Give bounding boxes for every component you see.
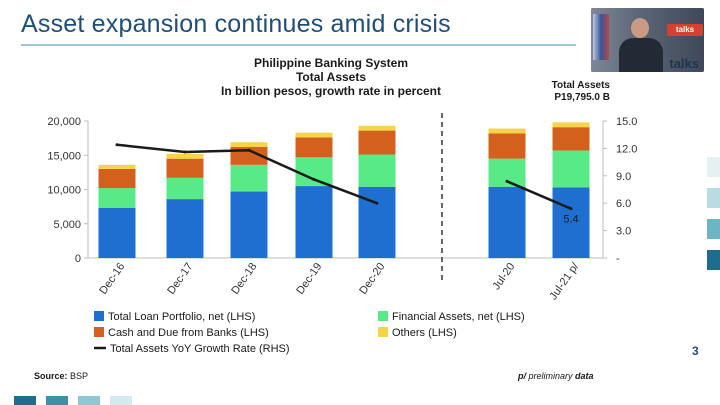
flag-icon xyxy=(593,14,609,60)
chart-title-line-2: Total Assets xyxy=(295,70,367,84)
title-underline xyxy=(21,44,576,46)
prelim-mark: p/ xyxy=(518,371,526,381)
legend-label: Cash and Due from Banks (LHS) xyxy=(108,327,269,339)
y-left-tick-label: 15,000 xyxy=(47,150,81,162)
bar-segment xyxy=(230,164,268,192)
side-accent-3 xyxy=(707,219,720,239)
bar-segment xyxy=(488,128,526,134)
bar-segment xyxy=(488,186,526,258)
growth-point xyxy=(115,143,119,147)
footer-accent-3 xyxy=(78,396,100,405)
growth-point xyxy=(569,207,573,211)
slide-number: 3 xyxy=(692,344,699,358)
x-tick-label: Jul-21 p/ xyxy=(547,260,582,302)
bar-segment xyxy=(552,150,590,188)
x-tick-label: Dec-18 xyxy=(229,261,259,297)
x-tick-label: Dec-17 xyxy=(165,261,195,297)
footer-accent-1 xyxy=(14,396,36,405)
bar-segment xyxy=(230,191,268,258)
y-left-tick-label: 5,000 xyxy=(53,219,81,231)
slide-title: Asset expansion continues amid crisis xyxy=(21,10,451,38)
legend-swatch xyxy=(378,311,388,321)
total-assets-label: Total Assets xyxy=(551,80,610,91)
preliminary-note: p/ preliminary data xyxy=(518,371,594,381)
prelim-text: preliminary xyxy=(528,371,573,381)
talks-watermark: talks xyxy=(669,56,699,71)
bar-segment xyxy=(358,154,396,187)
footer-accent-4 xyxy=(110,396,132,405)
y-right-tick-label: 12.0 xyxy=(616,143,637,155)
bar-segment xyxy=(295,157,333,187)
bar-segment xyxy=(98,207,136,258)
legend-layer: Total Loan Portfolio, net (LHS) Financial… xyxy=(94,311,525,355)
presenter-video: talks talks xyxy=(591,8,704,72)
bar-segment xyxy=(98,168,136,189)
legend-label: Total Loan Portfolio, net (LHS) xyxy=(108,311,255,323)
source-value: BSP xyxy=(70,371,89,381)
growth-data-label: 5.4 xyxy=(563,214,578,226)
chart-title-line-3: In billion pesos, growth rate in percent xyxy=(220,84,442,98)
chart-title-line-1: Philippine Banking System xyxy=(253,56,409,70)
total-assets-callout: Total Assets P19,795.0 B xyxy=(520,80,610,104)
x-tick-label: Dec-19 xyxy=(294,261,324,297)
bar-segment xyxy=(295,137,333,158)
growth-point xyxy=(183,150,187,154)
side-accent-1 xyxy=(707,157,720,177)
bar-segment xyxy=(295,186,333,258)
bar-segment xyxy=(295,132,333,138)
side-accent-2 xyxy=(707,188,720,208)
legend-swatch xyxy=(378,327,388,337)
growth-line xyxy=(506,180,572,210)
footer-accent-2 xyxy=(46,396,68,405)
bar-segment xyxy=(166,177,204,200)
bar-segment xyxy=(488,133,526,159)
bars-layer xyxy=(98,122,590,258)
bar-segment xyxy=(552,122,590,128)
presenter-head xyxy=(631,18,649,38)
bar-segment xyxy=(98,164,136,169)
y-right-tick-label: 3.0 xyxy=(616,226,631,238)
line-layer xyxy=(115,143,573,211)
presenter-body xyxy=(619,38,663,72)
total-assets-value: P19,795.0 B xyxy=(554,92,610,103)
legend-label: Others (LHS) xyxy=(392,327,457,339)
bar-segment xyxy=(358,125,396,131)
bar-segment xyxy=(98,188,136,208)
x-tick-label: Jul-20 xyxy=(490,261,517,292)
y-right-tick-label: 6.0 xyxy=(616,198,631,210)
bar-segment xyxy=(230,142,268,148)
axes-layer: 0 5,000 10,000 15,000 20,000 - 3.0 6.0 9.0 12.0 15… xyxy=(47,113,637,282)
bar-segment xyxy=(552,187,590,258)
growth-point xyxy=(312,177,316,181)
y-left-tick-label: 10,000 xyxy=(47,185,81,197)
source-label: Source: xyxy=(34,371,68,381)
chart-title: Philippine Banking System Total Assets I… xyxy=(200,56,462,98)
y-right-tick-label: 9.0 xyxy=(616,171,631,183)
x-tick-label: Dec-16 xyxy=(97,261,127,297)
source-note: Source: BSP xyxy=(34,371,88,381)
bar-segment xyxy=(552,127,590,151)
talks-badge: talks xyxy=(667,24,703,36)
bar-segment xyxy=(166,199,204,258)
y-right-tick-label: 15.0 xyxy=(616,116,637,128)
bar-segment xyxy=(358,130,396,155)
growth-point xyxy=(375,201,379,205)
side-accent-4 xyxy=(707,250,720,270)
growth-point xyxy=(247,148,251,152)
bar-segment xyxy=(166,153,204,159)
legend-label: Financial Assets, net (LHS) xyxy=(392,311,525,323)
y-left-tick-label: 20,000 xyxy=(47,116,81,128)
legend-label: Total Assets YoY Growth Rate (RHS) xyxy=(110,343,290,355)
legend-swatch xyxy=(94,311,104,321)
legend-swatch xyxy=(94,327,104,337)
y-left-tick-label: 0 xyxy=(75,253,81,265)
x-tick-label: Dec-20 xyxy=(357,261,387,297)
y-right-tick-label: - xyxy=(616,253,620,265)
bar-segment xyxy=(166,158,204,178)
prelim-bold: data xyxy=(575,371,594,381)
growth-point xyxy=(505,179,509,183)
